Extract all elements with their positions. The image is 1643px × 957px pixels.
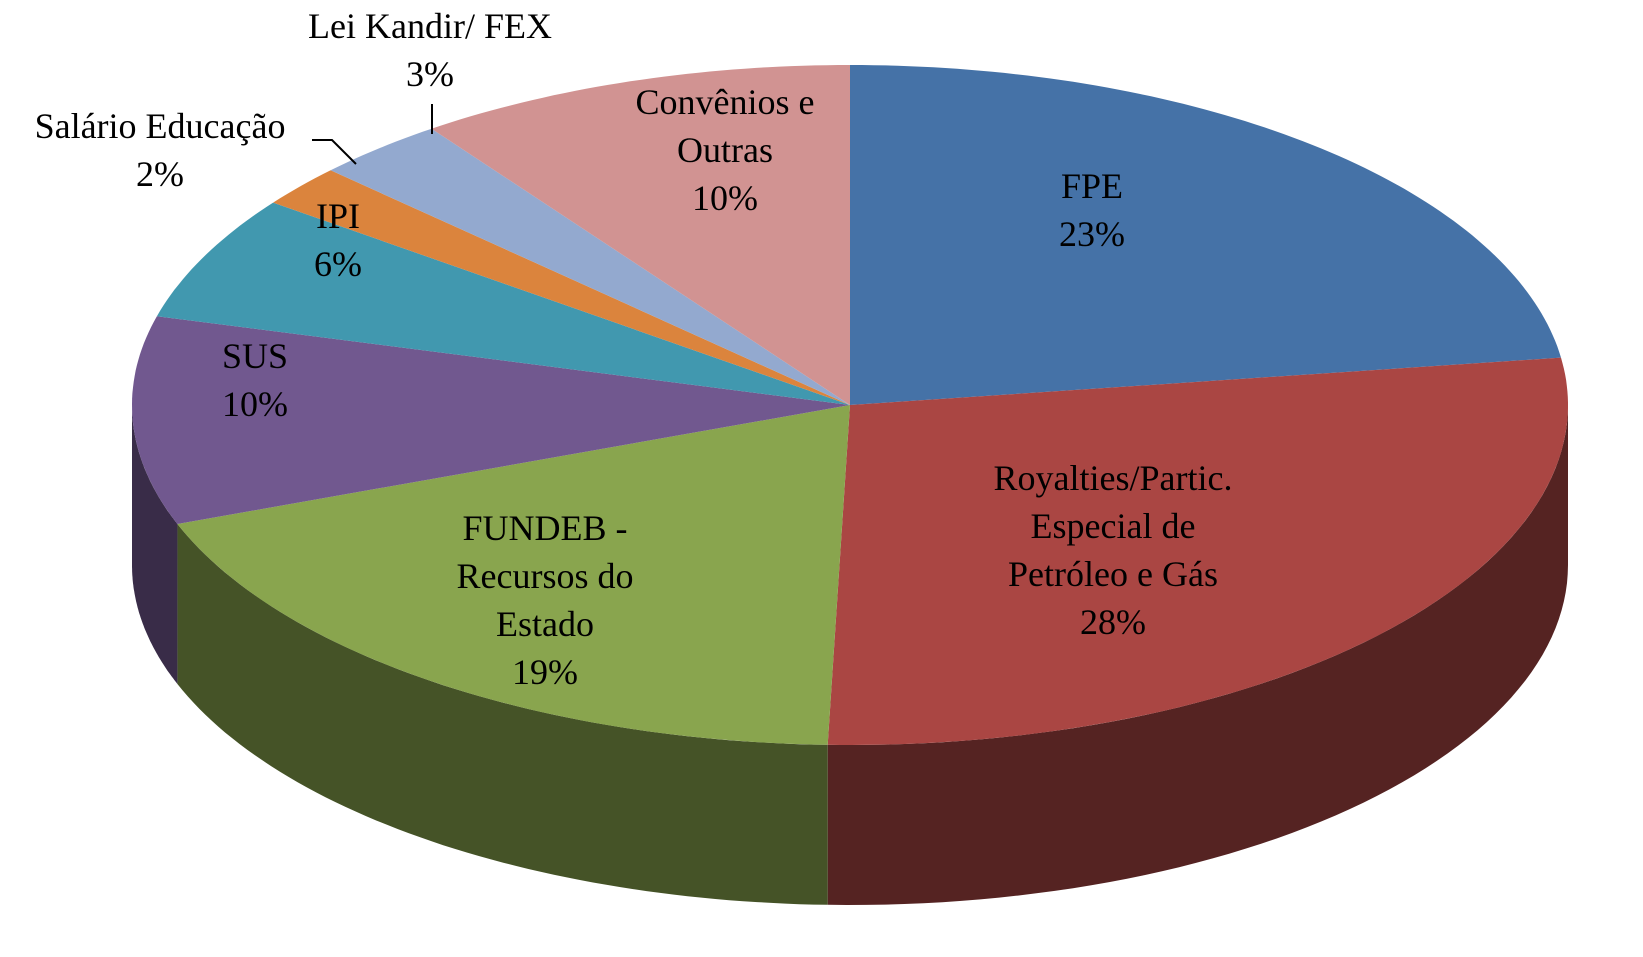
slice <box>177 405 850 745</box>
value-label: 3% <box>405 54 454 94</box>
slice <box>850 65 1561 405</box>
category-label: Lei Kandir/ FEX <box>308 6 552 46</box>
value-label: 28% <box>1080 602 1146 642</box>
category-label: SUS <box>221 336 289 376</box>
slice-side <box>132 405 178 684</box>
slice <box>827 357 1568 745</box>
value-label: 10% <box>691 178 758 218</box>
slice-side <box>827 405 1568 905</box>
category-label: Salário Educação <box>34 106 286 146</box>
slice <box>132 316 850 524</box>
category-label: IPI <box>316 196 360 236</box>
slice-label: FUNDEB - Recursos do Estado 19% <box>457 504 634 696</box>
value-label: 23% <box>1059 214 1125 254</box>
slice <box>273 170 851 405</box>
slice-side <box>177 524 828 905</box>
category-label: FPE <box>1060 166 1124 206</box>
slice <box>156 202 850 405</box>
category-label: Convênios e Outras <box>635 82 815 170</box>
value-label: 6% <box>314 244 362 284</box>
category-label: Royalties/Partic. Especial de Petróleo e… <box>993 458 1233 594</box>
slice <box>330 128 851 405</box>
slice <box>431 65 850 405</box>
value-label: 19% <box>511 652 578 692</box>
category-label: FUNDEB - Recursos do Estado <box>456 508 634 644</box>
slice-label: FPE 23% <box>1059 162 1125 258</box>
slice-label: IPI 6% <box>314 192 362 288</box>
value-label: 2% <box>136 154 184 194</box>
slice-label: Salário Educação 2% <box>35 102 286 198</box>
slice-label: Royalties/Partic. Especial de Petróleo e… <box>994 454 1233 646</box>
slice-label: SUS 10% <box>222 332 288 428</box>
slice-label: Lei Kandir/ FEX 3% <box>308 2 552 98</box>
value-label: 10% <box>221 384 288 424</box>
slice-label: Convênios e Outras 10% <box>636 78 815 222</box>
leader-line <box>312 139 357 165</box>
